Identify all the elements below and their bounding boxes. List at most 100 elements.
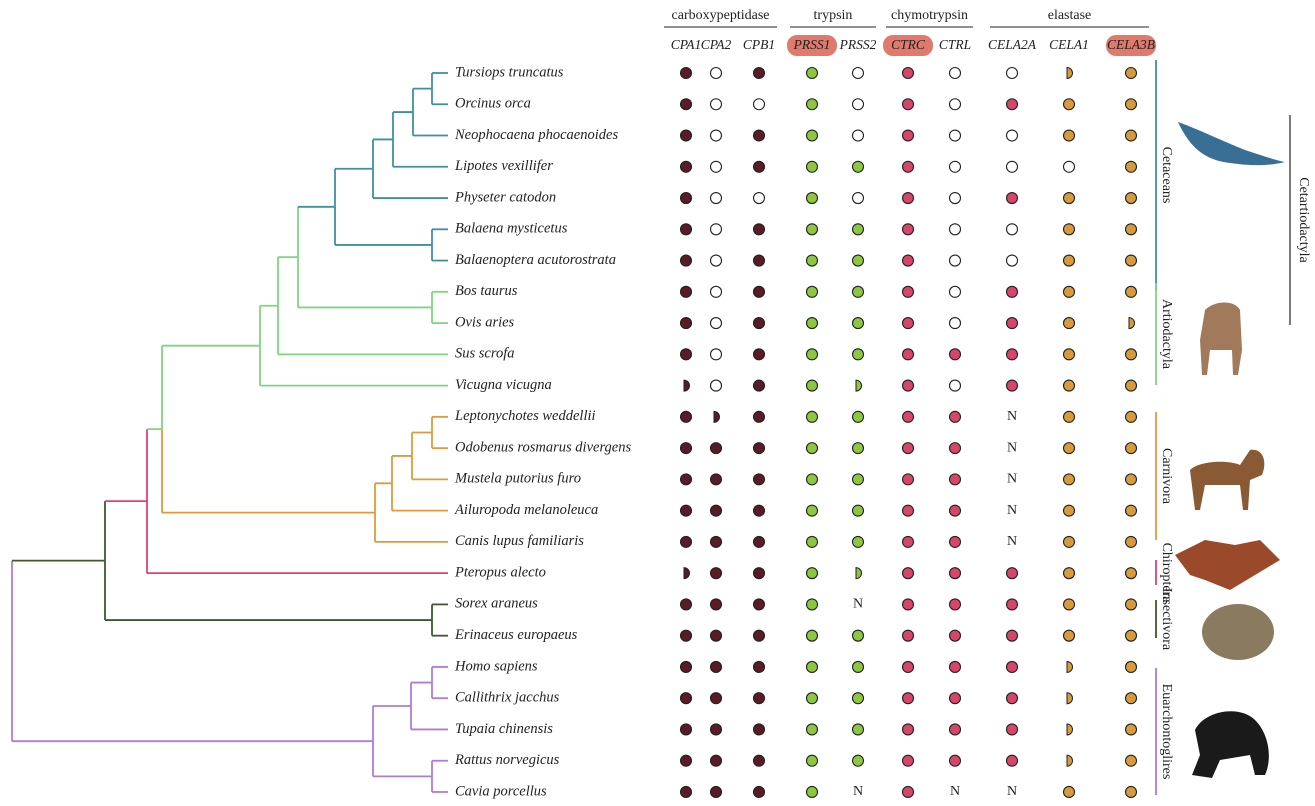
species-name: Mustela putorius furo (454, 471, 581, 487)
state-present (1126, 411, 1137, 422)
state-present (681, 536, 692, 547)
clade-label: Artiodactyla (1159, 299, 1174, 370)
state-present (1064, 474, 1075, 485)
state-present (950, 505, 961, 516)
species-name: Balaena mysticetus (455, 221, 568, 237)
dog-icon (1190, 450, 1264, 510)
state-present (853, 536, 864, 547)
state-present (1007, 318, 1018, 329)
state-n: N (1007, 472, 1017, 487)
state-present (754, 755, 765, 766)
state-present (711, 474, 722, 485)
state-present (711, 536, 722, 547)
species-name: Rattus norvegicus (454, 752, 560, 768)
state-present (681, 443, 692, 454)
state-present (681, 349, 692, 360)
state-present (853, 630, 864, 641)
species-name: Tursiops truncatus (455, 64, 564, 80)
state-present (807, 599, 818, 610)
state-present (903, 130, 914, 141)
state-present (950, 755, 961, 766)
clade-label: Carnivora (1159, 448, 1174, 505)
state-present (681, 505, 692, 516)
state-absent (853, 68, 864, 79)
state-present (1126, 786, 1137, 797)
clade-label: Euarchontoglires (1159, 684, 1174, 780)
state-present (1126, 443, 1137, 454)
state-present (807, 693, 818, 704)
state-n: N (853, 597, 863, 612)
state-present (903, 224, 914, 235)
state-present (1064, 536, 1075, 547)
state-present (711, 786, 722, 797)
state-n: N (1007, 503, 1017, 518)
state-present (681, 224, 692, 235)
state-present (903, 568, 914, 579)
state-absent (853, 193, 864, 204)
state-present (681, 68, 692, 79)
state-present (807, 380, 818, 391)
state-present (1126, 255, 1137, 266)
species-name: Sus scrofa (455, 346, 514, 362)
state-present (754, 318, 765, 329)
state-present (853, 443, 864, 454)
state-present (807, 443, 818, 454)
state-half (856, 568, 862, 579)
state-absent (1007, 255, 1018, 266)
species-name: Canis lupus familiaris (455, 533, 584, 549)
state-present (681, 411, 692, 422)
state-present (853, 724, 864, 735)
species-name: Tupaia chinensis (455, 721, 553, 737)
state-present (1007, 286, 1018, 297)
state-absent (950, 68, 961, 79)
state-absent (1007, 68, 1018, 79)
state-present (807, 349, 818, 360)
state-absent (711, 255, 722, 266)
state-present (754, 505, 765, 516)
state-present (711, 661, 722, 672)
state-present (903, 630, 914, 641)
species-name: Ovis aries (455, 314, 515, 330)
state-absent (950, 130, 961, 141)
state-present (1126, 224, 1137, 235)
state-absent (711, 380, 722, 391)
state-present (950, 411, 961, 422)
state-present (853, 255, 864, 266)
species-name: Neophocaena phocaenoides (454, 127, 618, 143)
state-present (903, 286, 914, 297)
state-half (856, 380, 862, 391)
state-present (681, 193, 692, 204)
state-present (1126, 68, 1137, 79)
species-name: Physeter catodon (454, 189, 556, 205)
state-present (681, 255, 692, 266)
state-absent (950, 255, 961, 266)
state-present (754, 224, 765, 235)
species-name: Lipotes vexillifer (454, 158, 553, 174)
state-present (950, 630, 961, 641)
species-name: Cavia porcellus (455, 783, 547, 799)
state-present (1064, 505, 1075, 516)
state-absent (754, 99, 765, 110)
state-present (1007, 599, 1018, 610)
state-present (1064, 99, 1075, 110)
group-label: carboxypeptidase (672, 8, 770, 23)
state-present (681, 755, 692, 766)
state-present (711, 505, 722, 516)
state-absent (711, 318, 722, 329)
state-present (1007, 693, 1018, 704)
state-present (807, 411, 818, 422)
state-present (807, 255, 818, 266)
state-present (754, 255, 765, 266)
state-present (1126, 630, 1137, 641)
state-present (807, 786, 818, 797)
state-present (754, 599, 765, 610)
state-present (681, 786, 692, 797)
state-half (714, 411, 720, 422)
state-present (681, 661, 692, 672)
state-half (1067, 661, 1073, 672)
state-present (807, 755, 818, 766)
state-half (1067, 693, 1073, 704)
gene-label: PRSS2 (839, 37, 877, 52)
state-absent (711, 161, 722, 172)
state-present (1007, 349, 1018, 360)
